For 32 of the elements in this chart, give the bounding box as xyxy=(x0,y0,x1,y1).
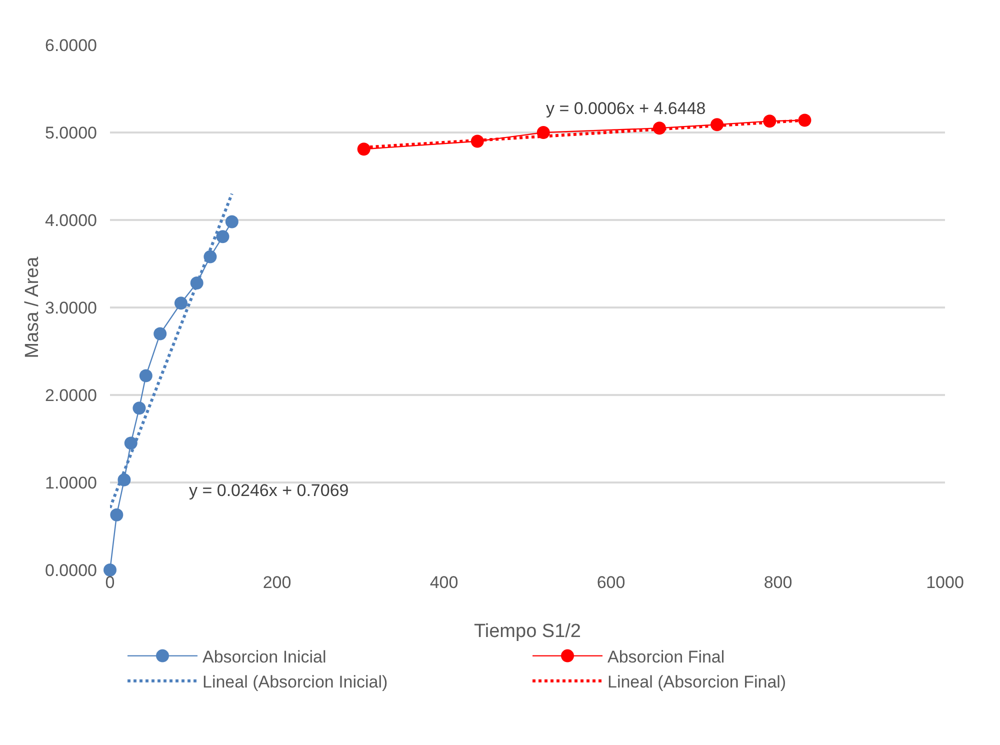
point xyxy=(139,369,152,382)
point xyxy=(174,296,188,310)
y-tick-label: 4.0000 xyxy=(45,210,97,230)
x-tick-label: 200 xyxy=(262,573,292,592)
y-tick-label: 2.0000 xyxy=(45,386,97,405)
legend-label: Absorcion Inicial xyxy=(202,647,326,666)
y-axis-title: Masa / Area xyxy=(22,256,43,358)
legend-label: Lineal (Absorcion Inicial) xyxy=(202,672,388,692)
point xyxy=(104,564,116,576)
point xyxy=(357,142,370,156)
point xyxy=(798,114,812,127)
legend-label: Absorcion Final xyxy=(608,647,725,666)
point xyxy=(110,508,124,522)
point xyxy=(132,402,146,415)
point xyxy=(216,230,230,244)
y-tick-label: 6.0000 xyxy=(45,36,97,55)
x-tick-label: 400 xyxy=(430,573,458,592)
x-tick-label: 1000 xyxy=(926,573,964,592)
annotation: y = 0.0006x + 4.6448 xyxy=(546,99,706,118)
annotation: y = 0.0246x + 0.7069 xyxy=(189,481,349,500)
point xyxy=(124,436,138,450)
x-tick-label: 600 xyxy=(596,573,626,592)
x-axis-title: Tiempo S1/2 xyxy=(474,621,582,642)
point xyxy=(225,215,238,228)
y-tick-label: 1.0000 xyxy=(45,473,97,492)
y-tick-label: 5.0000 xyxy=(45,123,97,142)
x-tick-label: 0 xyxy=(105,573,115,592)
y-tick-label: 0.0000 xyxy=(45,560,97,580)
legend-label: Lineal (Absorcion Final) xyxy=(608,672,786,692)
x-tick-label: 800 xyxy=(764,573,792,592)
point xyxy=(154,327,167,340)
y-tick-label: 3.0000 xyxy=(45,298,97,318)
